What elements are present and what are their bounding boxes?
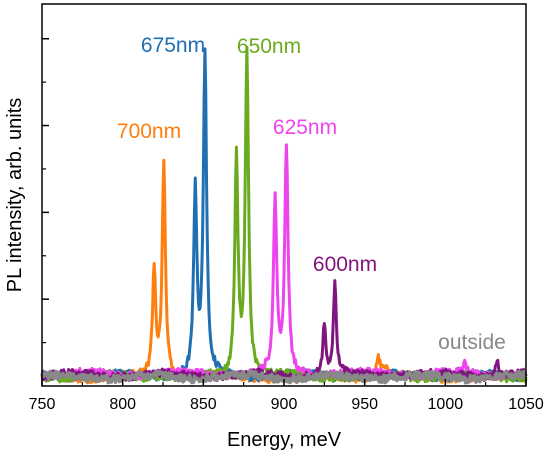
x-tick-label: 1050 [508, 396, 544, 413]
series-label-700nm: 700nm [117, 120, 181, 143]
series-label-600nm: 600nm [313, 253, 377, 276]
series-label-650nm: 650nm [237, 35, 301, 58]
series-label-outside: outside [438, 331, 506, 354]
y-axis-title: PL intensity, arb. units [4, 98, 26, 293]
series-labels: 700nm 675nm 650nm 625nm 600nm outside [117, 34, 506, 354]
x-tick-label: 850 [190, 396, 217, 413]
series-line-outside [41, 369, 527, 385]
x-tick-label: 750 [29, 396, 56, 413]
series-label-625nm: 625nm [273, 116, 337, 139]
series-label-675nm: 675nm [141, 34, 205, 57]
x-tick-label: 800 [109, 396, 136, 413]
x-tick-label: 950 [351, 396, 378, 413]
x-tick-label: 1000 [428, 396, 464, 413]
axis-ticks: 750 800 850 900 950 1000 1050 [29, 37, 544, 413]
x-axis-title: Energy, meV [227, 429, 342, 451]
x-tick-label: 900 [271, 396, 298, 413]
